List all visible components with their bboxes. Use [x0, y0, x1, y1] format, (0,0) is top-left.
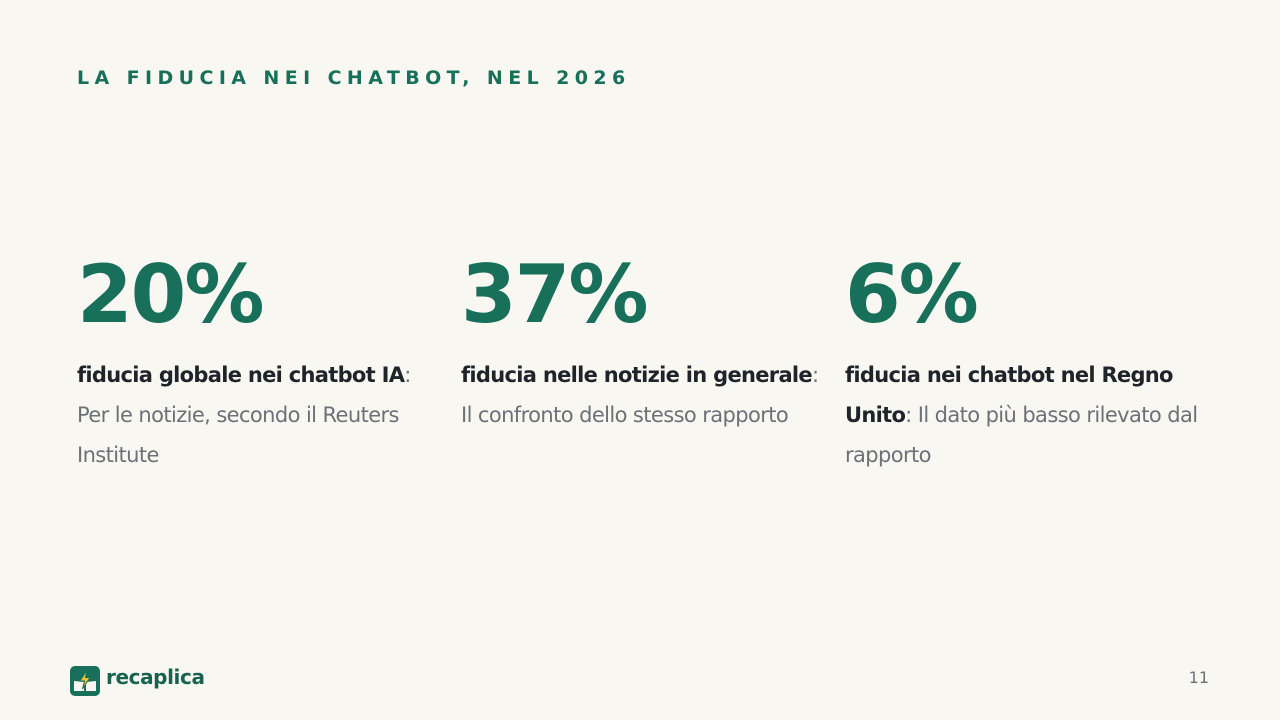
lightning-book-icon: [70, 666, 100, 696]
brand-logo: recaplica: [70, 665, 205, 696]
stat-block: 37% fiducia nelle notizie in generale: I…: [461, 248, 821, 435]
stat-value: 6%: [845, 248, 979, 341]
brand-name: recaplica: [106, 665, 205, 689]
stat-block: 6% fiducia nei chatbot nel Regno Unito: …: [845, 248, 1205, 475]
stat-description: fiducia globale nei chatbot IA: Per le n…: [77, 355, 437, 475]
stat-detail: : Il dato più basso rilevato dal rapport…: [845, 403, 1198, 467]
stat-value: 20%: [77, 248, 264, 341]
slide-kicker: LA FIDUCIA NEI CHATBOT, NEL 2026: [77, 67, 631, 89]
stat-block: 20% fiducia globale nei chatbot IA: Per …: [77, 248, 437, 475]
stat-description: fiducia nelle notizie in generale: Il co…: [461, 355, 821, 435]
stat-value: 37%: [461, 248, 648, 341]
stat-detail: : Per le notizie, secondo il Reuters Ins…: [77, 363, 411, 467]
page-number: 11: [1188, 668, 1209, 687]
stat-lead: fiducia nelle notizie in generale: [461, 363, 813, 387]
stat-lead: fiducia nei chatbot nel Regno Unito: [845, 363, 1173, 427]
stat-lead: fiducia globale nei chatbot IA: [77, 363, 405, 387]
stat-detail: : Il confronto dello stesso rapporto: [461, 363, 819, 427]
stat-description: fiducia nei chatbot nel Regno Unito: Il …: [845, 355, 1205, 475]
